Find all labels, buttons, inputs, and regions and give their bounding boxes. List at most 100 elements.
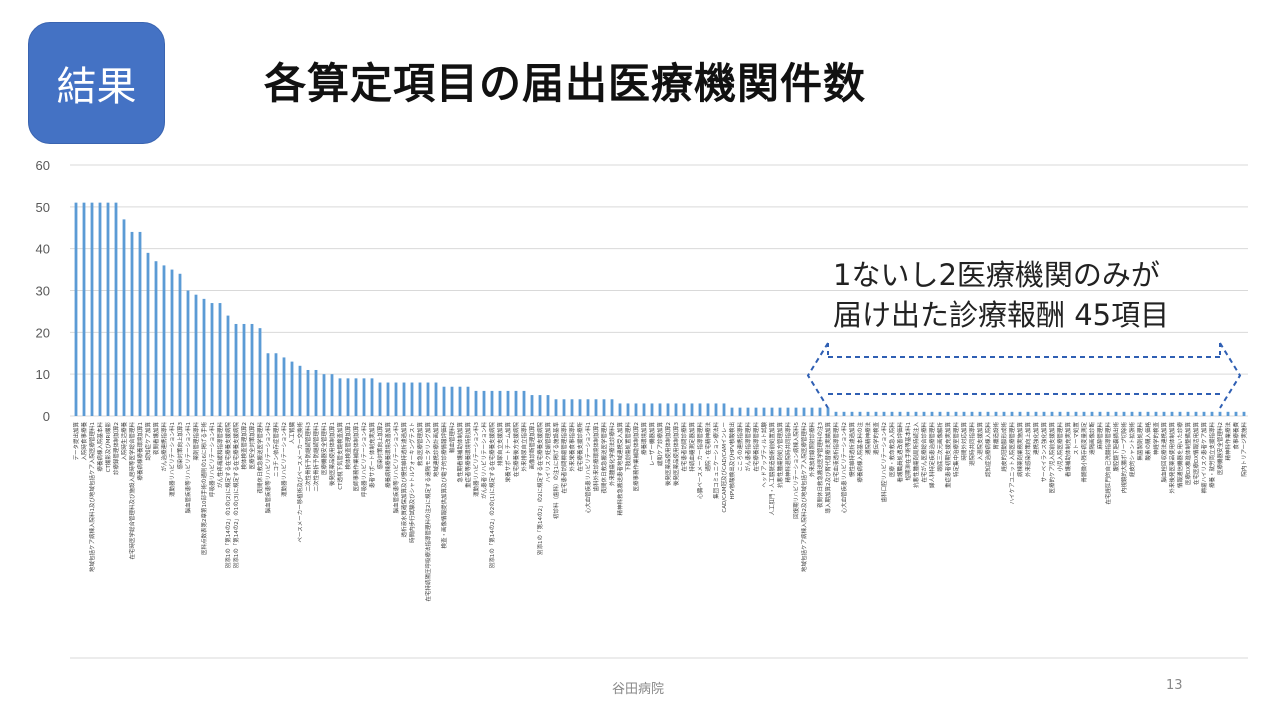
x-tick-label: 運動器リハビリテーション料2	[280, 422, 288, 497]
x-tick-label: 看護補助体制充実加算	[1064, 422, 1072, 478]
x-tick-label: がん性疼痛緩和指導管理料	[216, 422, 224, 489]
bar	[442, 386, 446, 416]
bar	[122, 219, 126, 416]
bar	[554, 399, 558, 416]
x-tick-label: 人工肛門・人工膀胱造設術前処置加算	[768, 422, 776, 516]
y-tick-label: 20	[36, 325, 50, 340]
bar	[970, 411, 974, 416]
bar	[770, 407, 774, 416]
x-tick-label: 感染対策向上加算3	[176, 421, 184, 469]
bar	[1202, 411, 1206, 416]
x-tick-label: 在宅患者訪問褥瘡管理指導料	[560, 422, 568, 494]
callout-text: 1ないし2医療機関のみが 届け出た診療報酬 45項目	[833, 255, 1169, 335]
x-tick-label: 医療DX推進体制整備加算	[1184, 422, 1192, 486]
bar	[1010, 411, 1014, 416]
bar	[1018, 411, 1022, 416]
bar	[1034, 411, 1038, 416]
bar	[562, 399, 566, 416]
x-tick-label: 心臓ペースメーカー指導管理料	[696, 422, 704, 499]
x-tick-label: 初診料（歯科）の注1に掲げる施設基準	[552, 422, 560, 520]
bar	[1226, 411, 1230, 416]
x-tick-label: 後発医薬品使用体制加算3	[672, 422, 680, 487]
x-tick-label: 抗悪性腫瘍剤処方管理加算	[776, 422, 784, 489]
x-tick-label: サーベイランス強化加算	[1040, 422, 1048, 483]
footer-hospital-name: 谷田病院	[612, 682, 665, 697]
x-tick-label: 小児入院医療管理料	[1056, 422, 1064, 472]
x-tick-label: 病棟薬剤業務実施加算	[1016, 422, 1024, 478]
bar	[1234, 411, 1238, 416]
bar	[1194, 411, 1198, 416]
bar	[954, 411, 958, 416]
x-tick-label: 透析液水質確保加算及び慢性維持透析濾過加算	[400, 422, 408, 538]
x-tick-label: 療養環境加算	[640, 422, 648, 456]
bar	[890, 411, 894, 416]
bar	[1210, 411, 1214, 416]
x-tick-label: 在宅がん医療総合診療料	[920, 422, 928, 483]
x-tick-label: データ提出加算	[72, 422, 80, 461]
bar	[146, 252, 150, 416]
bar	[746, 407, 750, 416]
bar	[410, 382, 414, 416]
x-tick-label: 在宅療養支援診療所	[576, 422, 584, 472]
x-tick-label: 検体検査管理加算1	[344, 422, 352, 470]
bar	[650, 403, 654, 416]
bar	[1074, 411, 1078, 416]
x-tick-label: 外来腫瘍化学療法診療料2	[608, 422, 616, 486]
bar	[826, 407, 830, 416]
x-tick-label: 導入期加算2及び腎代替療法実績加算	[824, 422, 832, 514]
x-tick-label: 精神科退院時共同指導料	[784, 422, 792, 483]
bar	[714, 403, 718, 416]
bar	[282, 357, 286, 416]
bar	[138, 231, 142, 416]
x-tick-label: 特定集中治療室管理料	[952, 422, 960, 478]
x-tick-label: 下肢創傷処置管理料	[624, 422, 632, 472]
y-tick-label: 50	[36, 200, 50, 215]
x-tick-label: 酸素の購入価格	[1144, 422, 1152, 461]
x-tick-label: 栄養サポートチーム加算	[504, 422, 512, 483]
bar	[994, 411, 998, 416]
x-tick-label: 人工腎臓	[288, 422, 296, 445]
bar	[394, 382, 398, 416]
bar	[426, 382, 430, 416]
x-tick-label: 療養病棟療養環境加算1	[136, 422, 144, 481]
bar	[682, 403, 686, 416]
x-tick-label: 時間外対応加算	[960, 422, 968, 461]
bar	[866, 411, 870, 416]
bar	[242, 323, 246, 416]
x-tick-label: 重症患者初期支援充実加算	[944, 422, 952, 489]
x-tick-label: 持続血糖測定器加算	[688, 422, 696, 472]
bar	[1146, 411, 1150, 416]
bar	[434, 382, 438, 416]
bar	[978, 411, 982, 416]
x-tick-label: 在宅医療DX情報活用加算	[1192, 422, 1200, 486]
x-tick-label: 院内トリアージ実施料	[1240, 422, 1248, 477]
bar	[778, 407, 782, 416]
bar	[298, 365, 302, 416]
bar	[1122, 411, 1126, 416]
x-tick-label: 感染対策向上加算2	[376, 422, 384, 470]
bar	[362, 378, 366, 416]
bar	[202, 298, 206, 416]
bar	[386, 382, 390, 416]
bar	[1178, 411, 1182, 416]
x-tick-label: 胃瘻造設術	[992, 422, 1000, 450]
bar	[898, 411, 902, 416]
x-tick-label: 骨髄微小残存病変量測定	[1080, 422, 1088, 483]
bar	[234, 323, 238, 416]
bar	[962, 411, 966, 416]
x-tick-label: 外来放射線照射診療料	[808, 422, 816, 478]
bar	[834, 411, 838, 416]
x-tick-label: 情報通信機器を用いた診療	[1176, 422, 1184, 489]
bar	[586, 399, 590, 416]
x-tick-label: 認知症治療病棟入院料	[984, 422, 992, 478]
x-tick-label: 療養病棟入院基本料	[96, 422, 104, 472]
bar	[130, 231, 134, 416]
bar	[466, 386, 470, 416]
bar	[98, 202, 102, 416]
x-tick-label: 緩和ケア診療加算	[656, 422, 664, 467]
x-tick-label: 退院時共同指導料	[968, 422, 976, 467]
bar	[490, 390, 494, 416]
x-tick-label: 麻酔管理料	[1096, 422, 1104, 450]
bar	[314, 369, 318, 416]
bar	[1138, 411, 1142, 416]
